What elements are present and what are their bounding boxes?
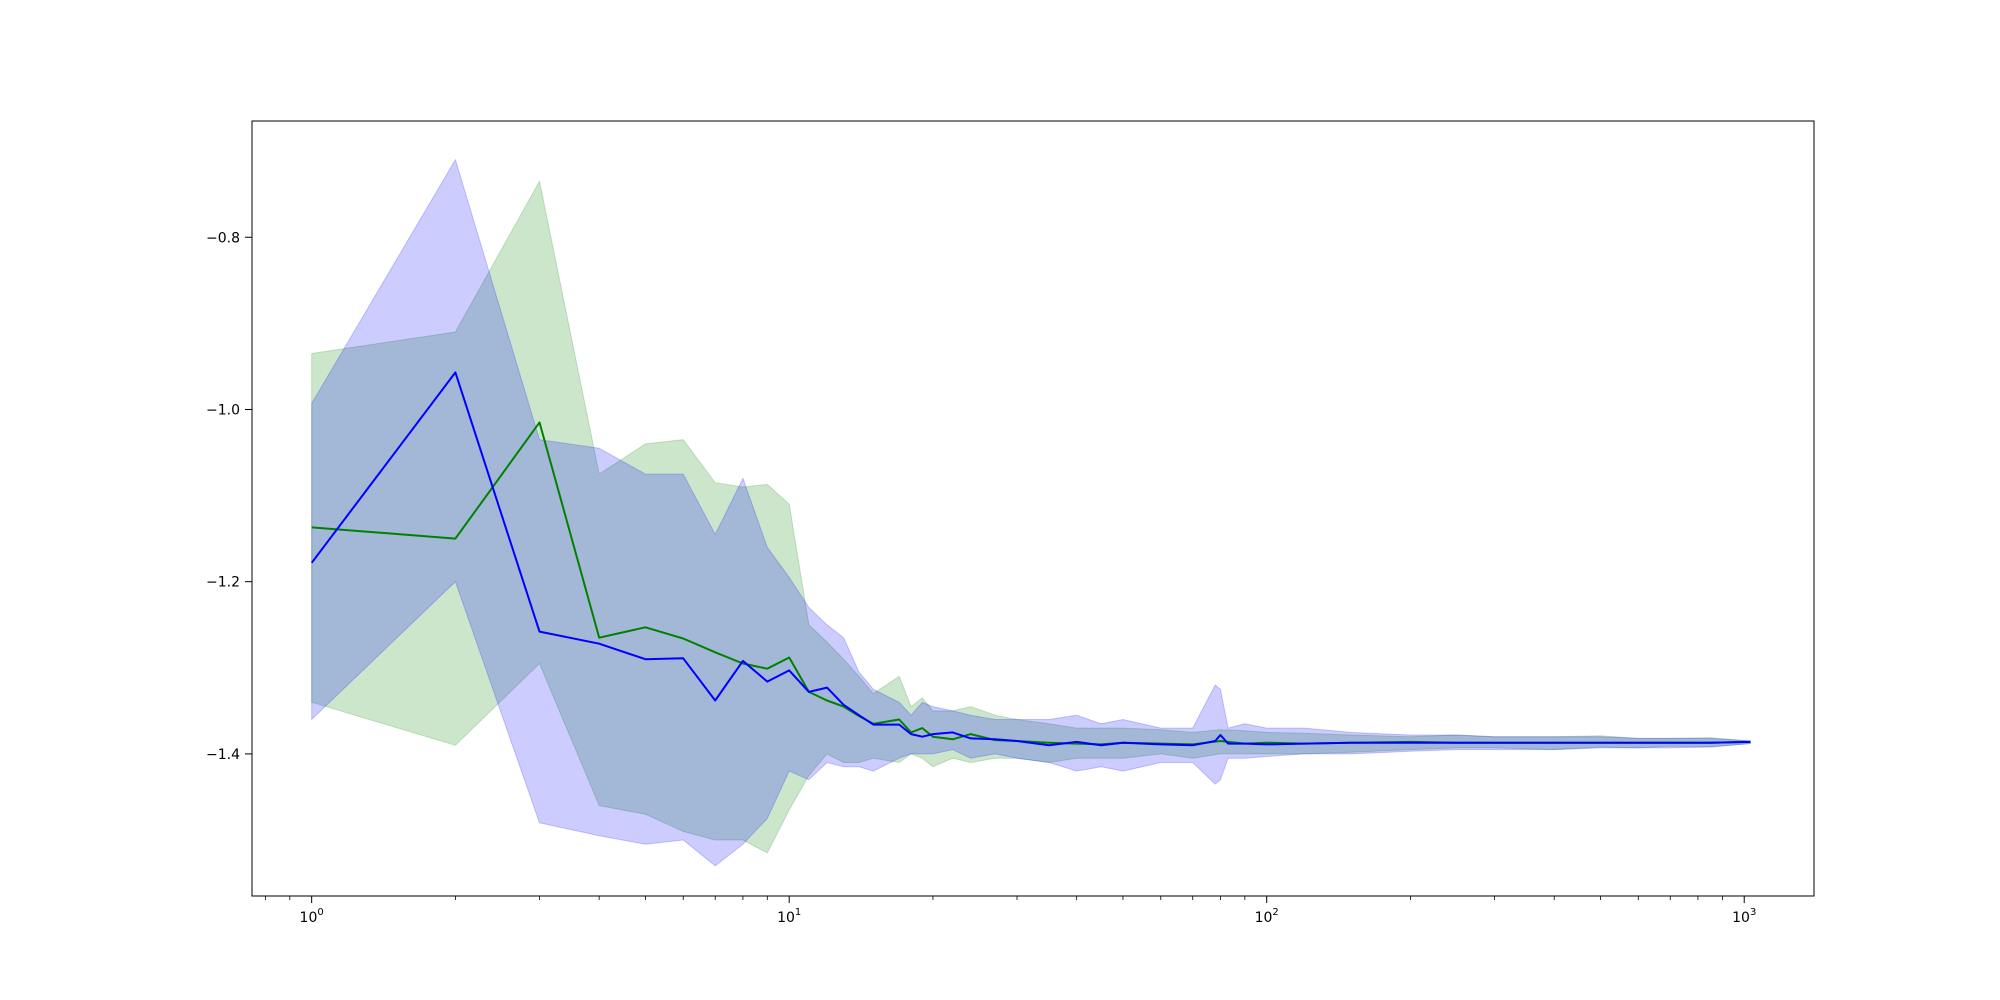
y-axis: −0.8 −1.0 −1.2 −1.4 [206, 230, 252, 763]
x-tick-label: 100 [300, 907, 324, 926]
x-axis: 100 101 102 103 [264, 896, 1756, 926]
y-tick-label: −1.0 [206, 402, 240, 418]
x-tick-label: 103 [1732, 907, 1756, 926]
y-tick-label: −1.2 [206, 575, 240, 591]
series-lines [310, 371, 1751, 747]
series-1-band [311, 179, 1751, 854]
y-tick-label: −0.8 [206, 230, 240, 246]
x-tick-label: 102 [1255, 907, 1279, 926]
plot-area-frame [251, 120, 1815, 897]
x-tick-label: 101 [777, 907, 801, 926]
confidence-bands [311, 158, 1751, 867]
series-2-band [311, 158, 1751, 867]
y-tick-label: −1.4 [206, 747, 240, 763]
series-2-line [310, 371, 1751, 747]
